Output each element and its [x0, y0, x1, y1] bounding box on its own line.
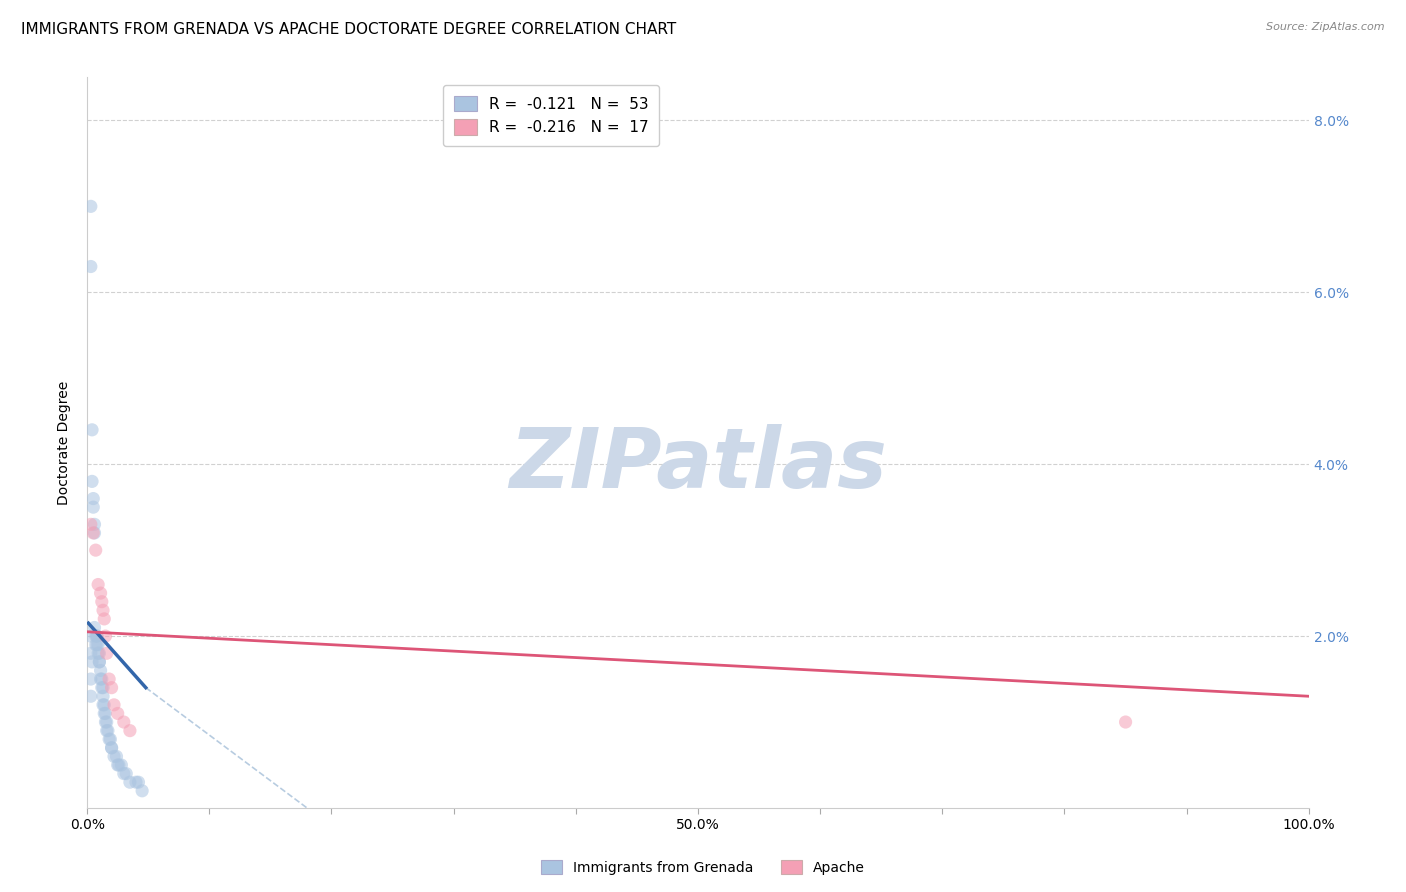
- Point: [89, 655, 111, 669]
- Point: [1115, 714, 1137, 729]
- Point: [96, 723, 118, 738]
- Point: [90, 672, 112, 686]
- Point: [89, 646, 111, 660]
- Point: [80, 423, 103, 437]
- Point: [90, 672, 112, 686]
- Point: [80, 655, 103, 669]
- Point: [94, 714, 117, 729]
- Point: [82, 500, 104, 515]
- Text: IMMIGRANTS FROM GRENADA VS APACHE DOCTORATE DEGREE CORRELATION CHART: IMMIGRANTS FROM GRENADA VS APACHE DOCTOR…: [21, 22, 676, 37]
- Point: [87, 577, 110, 591]
- Point: [93, 706, 115, 721]
- Point: [100, 740, 122, 755]
- Point: [83, 525, 105, 540]
- Point: [91, 681, 114, 695]
- Legend: Immigrants from Grenada, Apache: Immigrants from Grenada, Apache: [536, 855, 870, 880]
- Point: [108, 758, 131, 772]
- Point: [80, 199, 103, 213]
- Point: [100, 740, 122, 755]
- Point: [80, 629, 103, 643]
- Point: [94, 629, 117, 643]
- Point: [80, 517, 103, 532]
- Point: [80, 690, 103, 704]
- Point: [103, 698, 125, 712]
- Point: [90, 586, 112, 600]
- Point: [87, 646, 110, 660]
- Point: [96, 714, 118, 729]
- Point: [112, 766, 135, 780]
- Point: [93, 612, 115, 626]
- Point: [91, 603, 114, 617]
- Point: [96, 646, 118, 660]
- Point: [94, 706, 117, 721]
- Point: [131, 784, 153, 798]
- Text: ZIPatlas: ZIPatlas: [509, 424, 887, 505]
- Point: [82, 491, 104, 506]
- Point: [90, 664, 112, 678]
- Point: [91, 698, 114, 712]
- Point: [84, 638, 107, 652]
- Y-axis label: Doctorate Degree: Doctorate Degree: [58, 381, 72, 505]
- Text: Source: ZipAtlas.com: Source: ZipAtlas.com: [1267, 22, 1385, 32]
- Point: [89, 655, 111, 669]
- Point: [83, 517, 105, 532]
- Point: [107, 706, 129, 721]
- Point: [80, 672, 103, 686]
- Point: [86, 629, 108, 643]
- Point: [90, 595, 112, 609]
- Point: [112, 714, 135, 729]
- Point: [97, 723, 120, 738]
- Legend: R =  -0.121   N =  53, R =  -0.216   N =  17: R = -0.121 N = 53, R = -0.216 N = 17: [443, 85, 659, 146]
- Point: [103, 749, 125, 764]
- Point: [87, 638, 110, 652]
- Point: [91, 690, 114, 704]
- Point: [100, 681, 122, 695]
- Point: [80, 646, 103, 660]
- Point: [98, 732, 121, 747]
- Point: [86, 629, 108, 643]
- Point: [84, 543, 107, 558]
- Point: [90, 681, 112, 695]
- Point: [107, 758, 129, 772]
- Point: [82, 525, 104, 540]
- Point: [83, 620, 105, 634]
- Point: [93, 698, 115, 712]
- Point: [80, 475, 103, 489]
- Point: [118, 723, 141, 738]
- Point: [98, 732, 121, 747]
- Point: [125, 775, 148, 789]
- Point: [110, 758, 132, 772]
- Point: [86, 638, 108, 652]
- Point: [118, 775, 141, 789]
- Point: [115, 766, 138, 780]
- Point: [98, 672, 121, 686]
- Point: [84, 629, 107, 643]
- Point: [105, 749, 128, 764]
- Point: [80, 260, 103, 274]
- Point: [127, 775, 149, 789]
